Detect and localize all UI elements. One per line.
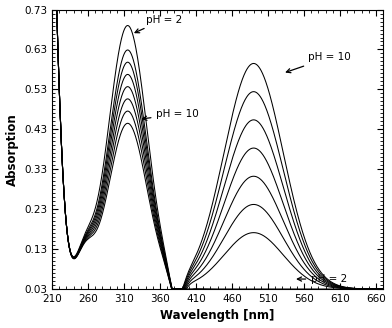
Text: pH = 2: pH = 2 [298,274,347,284]
Text: pH = 2: pH = 2 [135,14,182,33]
Y-axis label: Absorption: Absorption [5,113,18,186]
Text: pH = 10: pH = 10 [143,109,199,120]
X-axis label: Wavelength [nm]: Wavelength [nm] [160,309,275,322]
Text: pH = 10: pH = 10 [287,52,350,73]
